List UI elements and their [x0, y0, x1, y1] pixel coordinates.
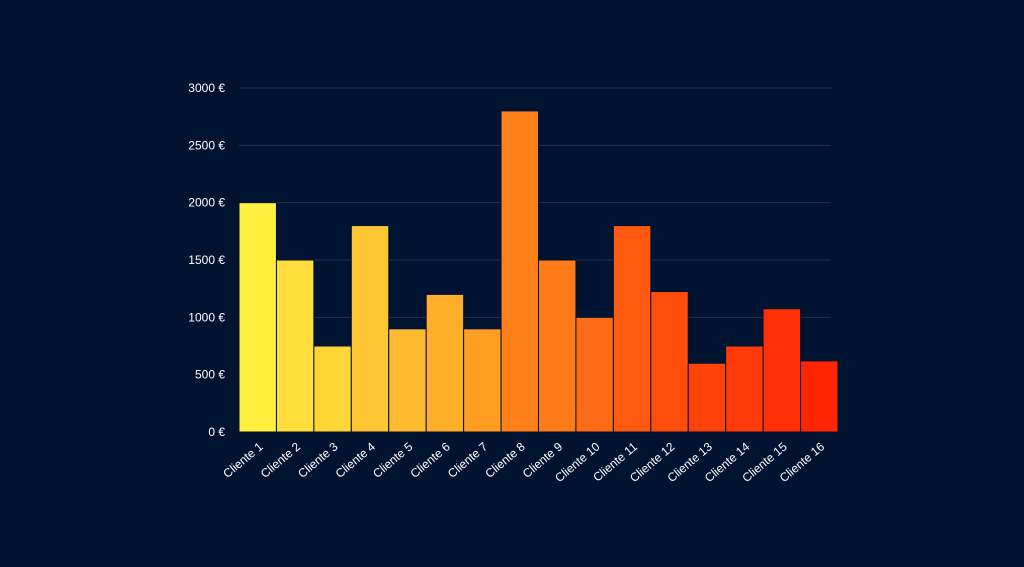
bar-13	[687, 362, 727, 433]
y-tick-label: 1000 €	[188, 310, 225, 324]
y-axis-ticks: 0 € 500 € 1000 € 1500 € 2000 € 2500 € 3000 €	[188, 81, 225, 439]
bar-11	[612, 225, 652, 433]
bars	[238, 110, 839, 433]
bar-8	[500, 110, 539, 433]
bar-4	[350, 225, 390, 433]
bar-10	[575, 316, 614, 433]
y-tick-label: 500 €	[195, 368, 225, 382]
y-tick-label: 1500 €	[188, 253, 225, 267]
y-tick-label: 0 €	[208, 425, 225, 439]
y-tick-label: 2000 €	[188, 196, 225, 210]
bar-16	[800, 360, 839, 433]
bar-15	[762, 308, 802, 433]
bar-12	[650, 291, 689, 433]
bar-14	[725, 345, 764, 433]
bar-6	[425, 293, 465, 433]
y-tick-label: 3000 €	[188, 81, 225, 95]
y-tick-label: 2500 €	[188, 138, 225, 152]
bar-9	[538, 259, 577, 433]
bar-2	[275, 259, 315, 433]
bar-7	[463, 328, 502, 433]
bar-3	[313, 345, 352, 433]
bar-5	[388, 328, 427, 433]
bar-1	[238, 202, 277, 433]
